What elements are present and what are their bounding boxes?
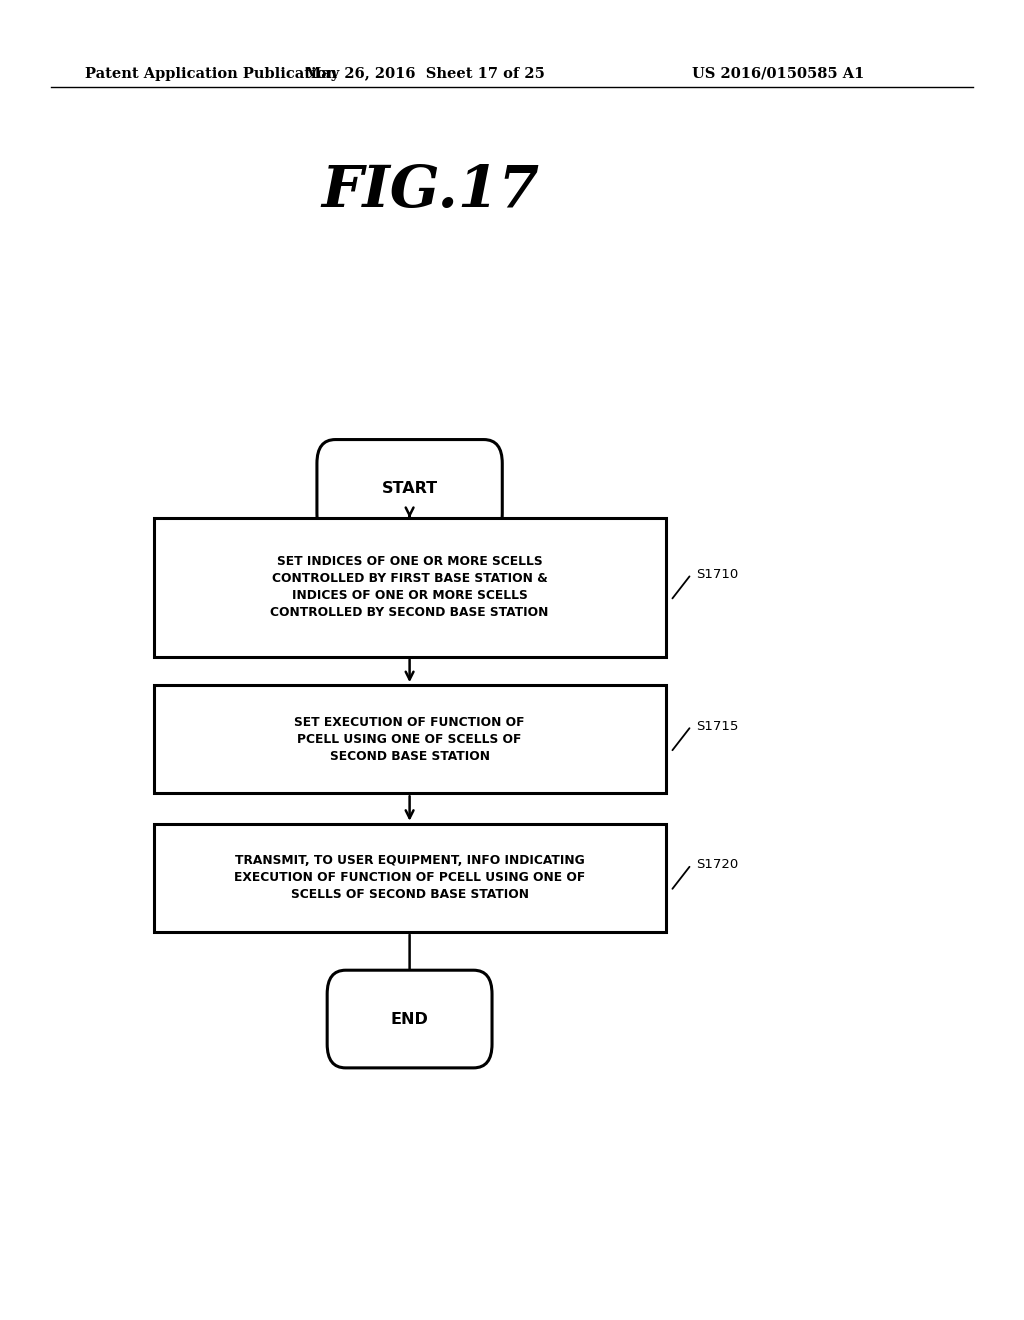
Bar	[154, 685, 666, 793]
FancyBboxPatch shape	[328, 970, 493, 1068]
Text: FIG.17: FIG.17	[321, 164, 540, 219]
Text: END: END	[391, 1011, 428, 1027]
Bar	[154, 517, 666, 656]
Text: May 26, 2016  Sheet 17 of 25: May 26, 2016 Sheet 17 of 25	[305, 67, 545, 81]
Text: S1720: S1720	[696, 858, 738, 871]
Bar	[154, 824, 666, 932]
FancyBboxPatch shape	[317, 440, 502, 537]
Text: S1710: S1710	[696, 568, 738, 581]
Text: TRANSMIT, TO USER EQUIPMENT, INFO INDICATING
EXECUTION OF FUNCTION OF PCELL USIN: TRANSMIT, TO USER EQUIPMENT, INFO INDICA…	[233, 854, 586, 902]
Text: SET EXECUTION OF FUNCTION OF
PCELL USING ONE OF SCELLS OF
SECOND BASE STATION: SET EXECUTION OF FUNCTION OF PCELL USING…	[294, 715, 525, 763]
Text: START: START	[382, 480, 437, 496]
Text: US 2016/0150585 A1: US 2016/0150585 A1	[692, 67, 864, 81]
Text: SET INDICES OF ONE OR MORE SCELLS
CONTROLLED BY FIRST BASE STATION &
INDICES OF : SET INDICES OF ONE OR MORE SCELLS CONTRO…	[270, 556, 549, 619]
Text: S1715: S1715	[696, 719, 738, 733]
Text: Patent Application Publication: Patent Application Publication	[85, 67, 337, 81]
